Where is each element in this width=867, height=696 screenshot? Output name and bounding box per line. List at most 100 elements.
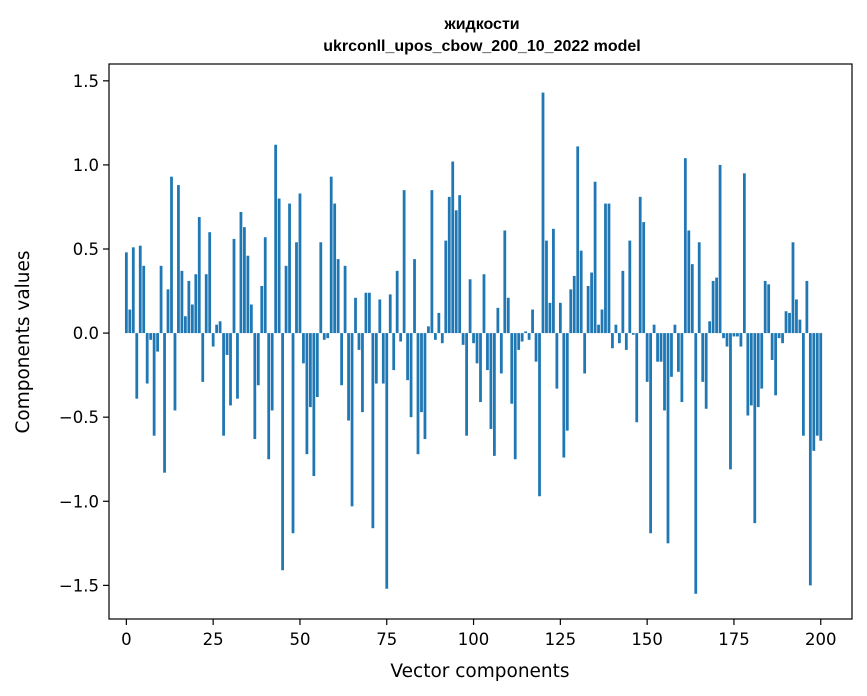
bar-41: [267, 333, 271, 460]
bar-57: [322, 333, 326, 340]
bar-12: [166, 289, 170, 334]
bar-30: [229, 333, 232, 406]
bar-115: [524, 331, 528, 334]
bar-159: [677, 333, 680, 372]
bar-152: [652, 324, 656, 334]
bar-132: [583, 333, 587, 374]
bar-182: [756, 333, 760, 408]
x-axis-label: Vector components: [390, 661, 569, 682]
bar-60: [333, 203, 337, 334]
bar-165: [697, 242, 701, 334]
bar-73: [378, 299, 382, 334]
bar-97: [461, 333, 465, 345]
bar-164: [694, 333, 698, 594]
bar-83: [413, 259, 416, 334]
bar-13: [170, 176, 173, 334]
bar-61: [336, 259, 340, 334]
bar-103: [482, 274, 486, 334]
bar-187: [774, 333, 778, 396]
x-tick-label: 150: [631, 630, 663, 649]
bar-88: [430, 190, 434, 334]
bar-93: [447, 196, 451, 334]
bar-99: [468, 279, 472, 334]
bar-124: [555, 333, 559, 389]
bar-86: [423, 333, 427, 440]
bar-31: [232, 238, 236, 334]
bar-6: [145, 333, 149, 384]
bar-198: [812, 333, 816, 451]
bar-137: [600, 309, 604, 334]
bar-18: [187, 280, 191, 334]
y-tick-label: −0.5: [59, 408, 99, 427]
bar-162: [687, 230, 691, 334]
bar-47: [288, 203, 291, 334]
bar-189: [781, 333, 784, 344]
bar-49: [295, 242, 298, 334]
bar-7: [149, 333, 153, 340]
bar-42: [270, 333, 274, 411]
bar-140: [611, 333, 614, 349]
bar-106: [493, 333, 496, 456]
bar-8: [152, 333, 156, 436]
bar-28: [222, 333, 225, 436]
bar-119: [538, 333, 541, 497]
bar-21: [197, 217, 201, 334]
bar-79: [399, 333, 403, 342]
bar-167: [704, 333, 708, 409]
bar-186: [770, 333, 774, 360]
bar-174: [729, 333, 732, 470]
plot-frame: [108, 63, 853, 620]
y-tick-label: 1.5: [73, 72, 99, 91]
bar-36: [249, 304, 253, 334]
bar-169: [711, 280, 715, 334]
bar-2: [131, 247, 135, 334]
bar-192: [791, 242, 795, 334]
bar-68: [361, 333, 364, 413]
bar-163: [690, 264, 694, 334]
bar-166: [701, 333, 705, 382]
bar-173: [725, 333, 729, 347]
bar-43: [274, 144, 278, 334]
bar-160: [680, 333, 684, 403]
y-tick-label: −1.5: [59, 576, 99, 595]
bar-23: [204, 274, 208, 334]
bar-145: [628, 240, 632, 334]
bar-56: [319, 242, 323, 334]
bar-126: [562, 333, 566, 458]
bar-118: [534, 333, 538, 362]
bar-131: [579, 250, 583, 334]
bar-44: [277, 198, 281, 334]
bar-149: [642, 222, 646, 334]
bar-70: [368, 292, 371, 334]
bar-16: [180, 270, 184, 334]
bar-184: [763, 280, 767, 334]
bar-40: [263, 237, 267, 334]
bar-191: [788, 312, 791, 334]
bar-150: [645, 333, 649, 382]
bar-123: [552, 228, 555, 334]
bar-129: [572, 275, 576, 334]
bar-50: [298, 193, 302, 334]
bar-series: [124, 92, 823, 594]
bar-197: [808, 333, 812, 586]
bar-176: [736, 333, 739, 337]
bar-121: [545, 240, 548, 334]
x-tick-label: 175: [718, 630, 750, 649]
bar-148: [638, 196, 642, 334]
bar-46: [284, 265, 288, 334]
bar-104: [486, 333, 489, 371]
bar-107: [496, 307, 500, 334]
bar-20: [194, 274, 198, 334]
bar-141: [614, 324, 618, 334]
bar-128: [569, 289, 573, 334]
bar-33: [239, 212, 243, 334]
bar-51: [302, 333, 305, 364]
bar-78: [395, 270, 399, 334]
bar-48: [291, 333, 295, 534]
bar-81: [406, 333, 409, 381]
bar-157: [670, 333, 673, 377]
bar-32: [236, 333, 239, 399]
bar-92: [444, 240, 448, 334]
bar-135: [593, 181, 597, 334]
bar-77: [392, 333, 396, 371]
